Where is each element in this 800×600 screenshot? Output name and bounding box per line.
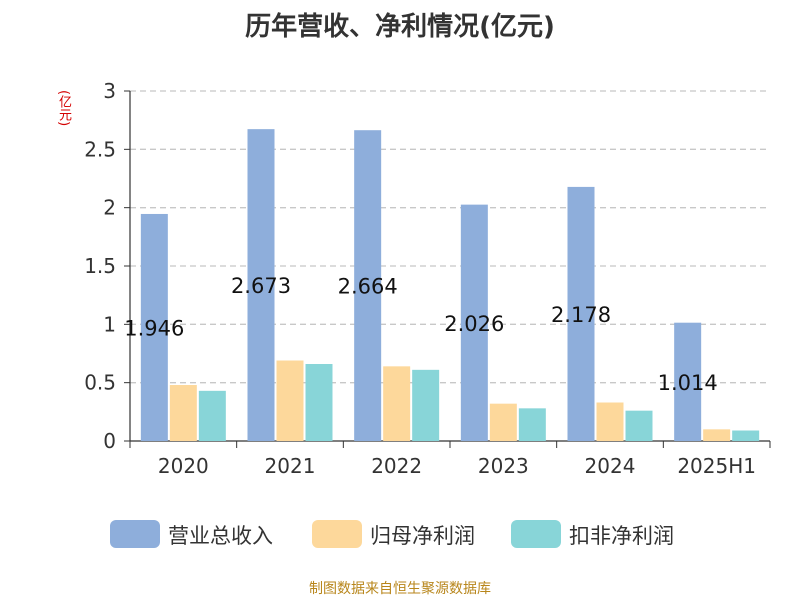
y-axis-label: (亿元)	[56, 90, 71, 127]
bar-1	[703, 429, 731, 441]
y-tick-label: 3	[103, 79, 116, 103]
data-label: 1.014	[658, 371, 718, 395]
y-tick-label: 2.5	[84, 137, 116, 161]
y-tick-label: 0	[103, 429, 116, 453]
data-label: 2.026	[444, 312, 504, 336]
bar-1	[169, 385, 197, 441]
x-tick-label: 2025H1	[677, 454, 756, 478]
legend-swatch	[312, 520, 362, 548]
data-label: 2.664	[338, 275, 398, 299]
chart-title: 历年营收、净利情况(亿元)	[245, 12, 555, 42]
x-tick-label: 2023	[478, 454, 529, 478]
bar-0	[247, 129, 275, 441]
legend-label: 归母净利润	[370, 524, 475, 548]
source-note: 制图数据来自恒生聚源数据库	[309, 581, 491, 597]
bar-2	[305, 364, 333, 441]
legend-swatch	[511, 520, 561, 548]
x-tick-label: 2020	[158, 454, 209, 478]
data-label: 2.673	[231, 274, 291, 298]
bar-1	[489, 403, 517, 441]
data-label: 1.946	[124, 316, 184, 340]
y-tick-label: 2	[103, 196, 116, 220]
bar-1	[276, 360, 304, 441]
bar-0	[460, 204, 488, 441]
bar-0	[674, 322, 702, 441]
bar-2	[198, 390, 226, 441]
legend-swatch	[110, 520, 160, 548]
legend-label: 扣非净利润	[569, 524, 674, 548]
legend-label: 营业总收入	[168, 524, 273, 548]
y-tick-label: 1.5	[84, 254, 116, 278]
x-tick-label: 2022	[371, 454, 422, 478]
x-tick-label: 2024	[585, 454, 636, 478]
bar-0	[567, 186, 595, 441]
data-label: 2.178	[551, 303, 611, 327]
y-tick-label: 0.5	[84, 371, 116, 395]
bar-0	[354, 130, 382, 441]
bar-2	[732, 430, 760, 441]
x-tick-label: 2021	[265, 454, 316, 478]
bar-2	[412, 369, 440, 441]
bar-2	[518, 408, 546, 441]
bar-1	[596, 402, 624, 441]
bar-0	[140, 213, 168, 441]
bar-2	[625, 410, 653, 441]
y-tick-label: 1	[103, 312, 116, 336]
bar-1	[383, 366, 411, 441]
